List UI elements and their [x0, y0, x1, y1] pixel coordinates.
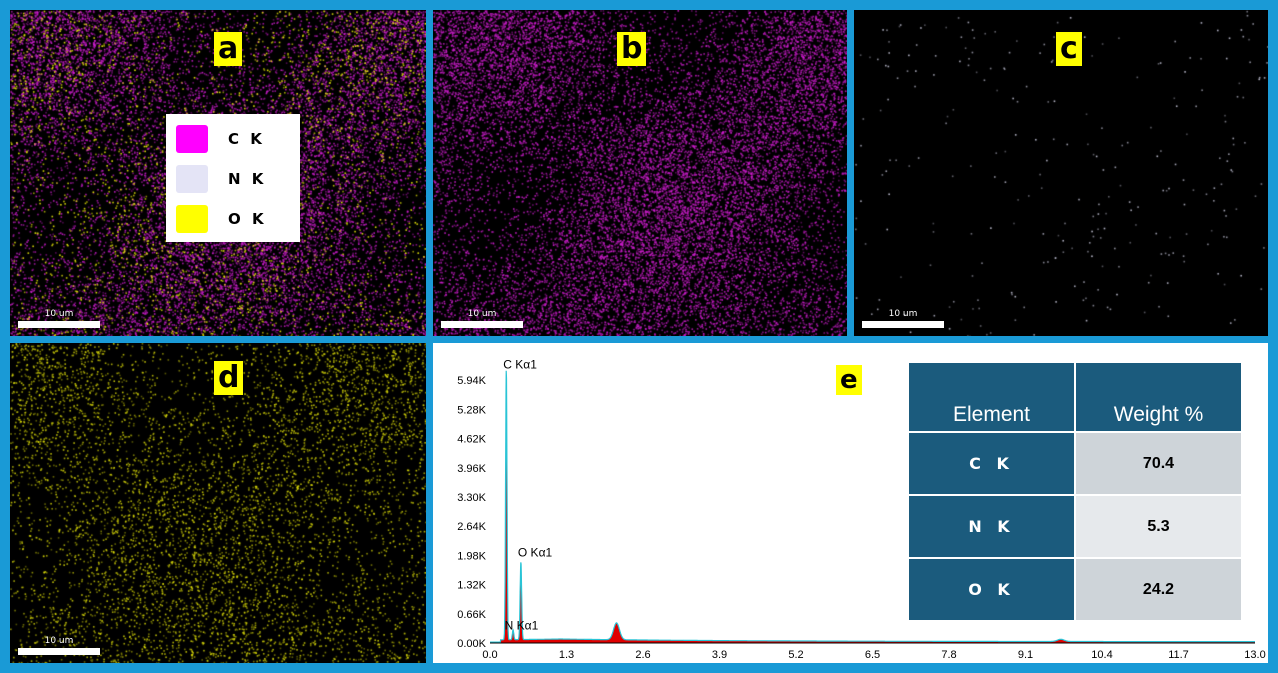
- legend-item-nitrogen: N K: [176, 162, 266, 196]
- peak-label: C Kα1: [503, 358, 537, 372]
- peak-label: N Kα1: [505, 619, 539, 633]
- x-tick-label: 6.5: [865, 649, 880, 661]
- legend-label-carbon: C K: [228, 130, 265, 148]
- panel-tag-c: c: [1056, 32, 1082, 66]
- y-tick-label: 3.96K: [457, 463, 486, 475]
- x-axis-ticks: 0.0 1.3 2.6 3.9 5.2 6.5 7.8 9.1 10.4 11.7 13.0: [482, 649, 1265, 661]
- cell-weight: 24.2: [1074, 557, 1243, 622]
- eds-spectrum-chart: 0.00K 0.66K 1.32K 1.98K 2.64K 3.30K 3.96K 4.62K…: [457, 358, 1265, 661]
- legend-item-oxygen: O K: [176, 202, 267, 236]
- scale-bar-label: 10 um: [44, 636, 74, 646]
- legend-label-oxygen: O K: [228, 210, 267, 228]
- cell-element: C K: [907, 431, 1076, 496]
- table-row: C K 70.4: [907, 431, 1243, 496]
- y-tick-label: 0.00K: [457, 638, 486, 650]
- cell-element: N K: [907, 494, 1076, 559]
- scale-bar-label: 10 um: [467, 309, 497, 319]
- scale-bar: 10 um: [862, 309, 944, 328]
- scale-bar-line: [18, 321, 100, 328]
- y-tick-label: 5.94K: [457, 375, 486, 387]
- weight-percent-table: Element Weight % C K 70.4 N K 5.3 O K 24…: [907, 361, 1243, 622]
- eds-spectrum-panel: 0.00K 0.66K 1.32K 1.98K 2.64K 3.30K 3.96K 4.62K…: [433, 343, 1268, 663]
- eds-map-carbon: b 10 um: [433, 10, 847, 336]
- scale-bar-label: 10 um: [888, 309, 918, 319]
- table-header-row: Element Weight %: [907, 361, 1243, 433]
- scale-bar-line: [862, 321, 944, 328]
- peak-label: O Kα1: [518, 546, 553, 560]
- peak-labels: C Kα1 O Kα1 N Kα1: [503, 358, 552, 633]
- legend-swatch-nitrogen: [176, 165, 208, 193]
- scale-bar-line: [441, 321, 523, 328]
- scale-bar-line: [18, 648, 100, 655]
- cell-weight: 5.3: [1074, 494, 1243, 559]
- header-weight: Weight %: [1074, 361, 1243, 433]
- y-tick-label: 2.64K: [457, 521, 486, 533]
- x-tick-label: 3.9: [712, 649, 727, 661]
- legend-label-nitrogen: N K: [228, 170, 267, 188]
- oxygen-map-image: [10, 343, 426, 663]
- panel-tag-e: e: [836, 365, 862, 395]
- x-tick-label: 11.7: [1168, 649, 1189, 661]
- y-tick-label: 0.66K: [457, 609, 486, 621]
- spectrum-outline: [490, 370, 1255, 643]
- y-tick-label: 1.98K: [457, 550, 486, 562]
- panel-tag-b: b: [617, 32, 647, 66]
- eds-map-oxygen: d 10 um: [10, 343, 426, 663]
- x-tick-label: 10.4: [1091, 649, 1112, 661]
- table-row: N K 5.3: [907, 494, 1243, 559]
- x-tick-label: 9.1: [1018, 649, 1033, 661]
- x-tick-label: 1.3: [559, 649, 574, 661]
- eds-map-nitrogen: c 10 um: [854, 10, 1268, 336]
- scale-bar-label: 10 um: [44, 309, 74, 319]
- table-row: O K 24.2: [907, 557, 1243, 622]
- y-axis-ticks: 0.00K 0.66K 1.32K 1.98K 2.64K 3.30K 3.96K 4.62K…: [457, 375, 486, 650]
- legend-item-carbon: C K: [176, 122, 265, 156]
- cell-weight: 70.4: [1074, 431, 1243, 496]
- scale-bar: 10 um: [18, 636, 100, 655]
- scale-bar: 10 um: [441, 309, 523, 328]
- x-tick-label: 5.2: [788, 649, 803, 661]
- x-tick-label: 13.0: [1244, 649, 1265, 661]
- element-legend: C K N K O K: [166, 114, 300, 242]
- panel-tag-a: a: [214, 32, 243, 66]
- y-tick-label: 1.32K: [457, 580, 486, 592]
- panel-tag-d: d: [214, 361, 244, 395]
- scale-bar: 10 um: [18, 309, 100, 328]
- eds-map-overlay: a C K N K O K 10 um: [10, 10, 426, 336]
- y-tick-label: 3.30K: [457, 492, 486, 504]
- x-tick-label: 7.8: [941, 649, 956, 661]
- legend-swatch-carbon: [176, 125, 208, 153]
- legend-swatch-oxygen: [176, 205, 208, 233]
- header-element: Element: [907, 361, 1076, 433]
- y-tick-label: 5.28K: [457, 404, 486, 416]
- x-tick-label: 0.0: [482, 649, 497, 661]
- y-tick-label: 4.62K: [457, 434, 486, 446]
- x-tick-label: 2.6: [635, 649, 650, 661]
- cell-element: O K: [907, 557, 1076, 622]
